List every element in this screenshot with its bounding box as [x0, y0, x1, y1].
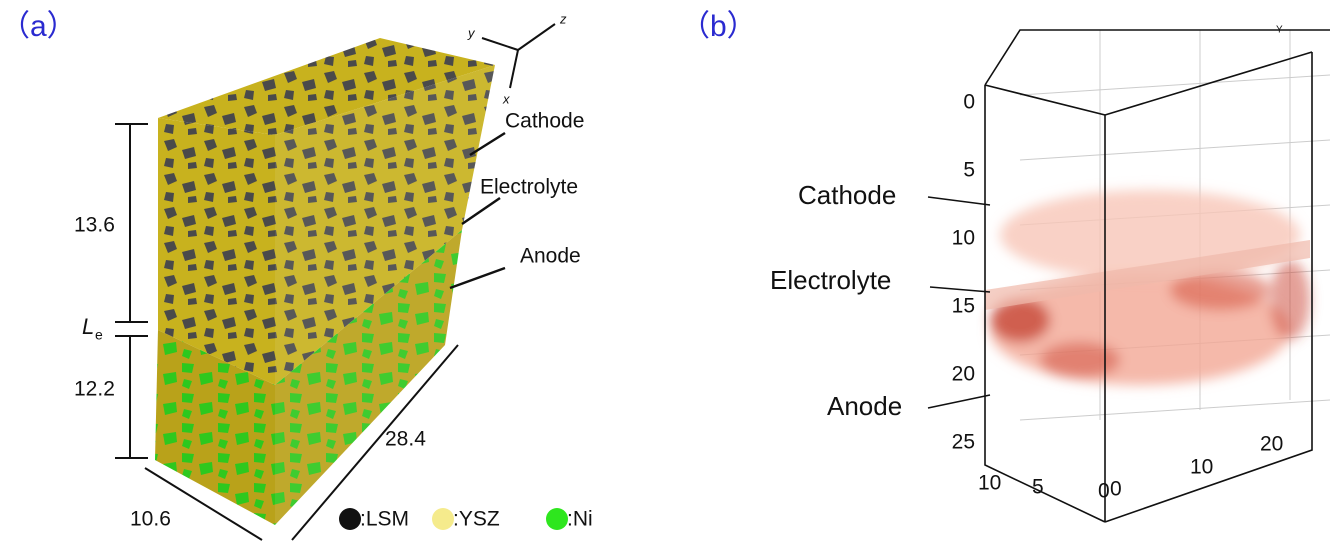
layer-label: Anode: [827, 391, 902, 421]
dimension-label: 13.6: [74, 214, 115, 237]
axis-label: z: [559, 11, 567, 26]
tick-label: 10: [952, 227, 975, 250]
tick-label: 25: [952, 431, 975, 454]
tick-label: 15: [952, 295, 975, 318]
dimension-label: 12.2: [74, 378, 115, 401]
legend-label: :LSM: [360, 508, 409, 531]
axis-label: y: [467, 25, 476, 40]
dimension-label: e: [95, 327, 103, 343]
tick-label: 0: [963, 91, 975, 114]
figure: （a） y z x Cathode Electrolyte Anode 13.6…: [0, 0, 1330, 549]
legend-swatch: [432, 508, 454, 530]
tick-label: 0: [1110, 478, 1122, 501]
axis-triad: [482, 24, 555, 88]
tick-label: 5: [1032, 476, 1044, 499]
tick-label: 20: [1260, 433, 1283, 456]
dimension-label: L: [82, 314, 94, 339]
layer-label: Electrolyte: [770, 265, 891, 295]
layer-label: Cathode: [505, 110, 584, 133]
tick-label: 10: [978, 472, 1001, 495]
axis-label: Y: [1276, 25, 1283, 36]
panel-label: （b）: [680, 10, 757, 43]
layer-label: Cathode: [798, 180, 896, 210]
tick-label: 10: [1190, 456, 1213, 479]
layer-label: Electrolyte: [480, 176, 578, 199]
tick-label: 20: [952, 363, 975, 386]
tick-label: 0: [1098, 480, 1110, 503]
layer-label: Anode: [520, 245, 581, 268]
legend-swatch: [546, 508, 568, 530]
tick-label: 5: [963, 159, 975, 182]
legend-label: :Ni: [567, 508, 593, 531]
panel-label: （a）: [0, 10, 77, 43]
axis-label: x: [502, 91, 510, 106]
dimension-label: 28.4: [385, 428, 426, 451]
legend-label: :YSZ: [453, 508, 500, 531]
legend-swatch: [339, 508, 361, 530]
microstructure-block: [155, 38, 495, 525]
dimension-label: 10.6: [130, 508, 171, 531]
